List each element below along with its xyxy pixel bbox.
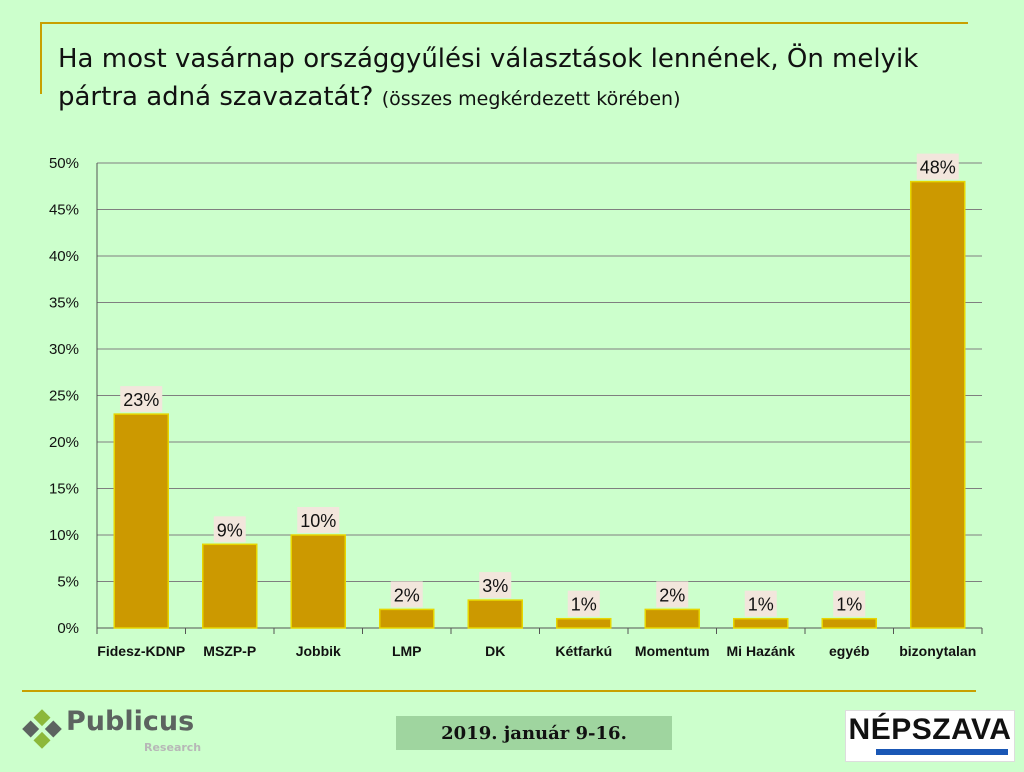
data-label-box	[479, 572, 512, 599]
publicus-logo: Publicus Research	[20, 704, 202, 756]
nepszava-logo: NÉPSZAVA	[845, 710, 1015, 762]
bar	[910, 180, 966, 629]
x-tick-label: LMP	[392, 643, 422, 659]
data-label: 1%	[571, 595, 597, 615]
bar	[113, 413, 169, 629]
y-tick-label: 10%	[49, 527, 79, 544]
left-rule	[40, 22, 42, 94]
y-tick-label: 35%	[49, 295, 79, 312]
data-label: 9%	[217, 520, 243, 540]
x-tick-label: Mi Hazánk	[727, 643, 796, 659]
top-rule	[40, 22, 968, 24]
survey-date: 2019. január 9-16.	[396, 716, 672, 750]
chart-title-sub: (összes megkérdezett körében)	[381, 88, 681, 110]
chart-title: Ha most vasárnap országgyűlési választás…	[58, 40, 958, 118]
bar	[379, 608, 435, 629]
data-label: 2%	[394, 585, 420, 605]
publicus-logo-name: Publicus	[66, 706, 195, 737]
bar	[202, 543, 258, 629]
y-tick-label: 40%	[49, 248, 79, 265]
x-tick-label: egyéb	[829, 643, 869, 659]
y-tick-label: 5%	[57, 574, 79, 591]
data-label: 10%	[300, 511, 336, 531]
publicus-diamond-icon	[22, 709, 62, 749]
data-label: 23%	[123, 390, 159, 410]
y-tick-label: 25%	[49, 388, 79, 405]
x-tick-label: Momentum	[635, 643, 710, 659]
bottom-rule	[22, 690, 976, 692]
bar	[290, 534, 346, 629]
y-tick-label: 30%	[49, 341, 79, 358]
nepszava-logo-name: NÉPSZAVA	[848, 713, 1012, 746]
data-label: 3%	[482, 576, 508, 596]
y-tick-label: 45%	[49, 202, 79, 219]
chart-title-main: Ha most vasárnap országgyűlési választás…	[58, 44, 919, 112]
bar	[821, 617, 877, 629]
y-tick-label: 20%	[49, 434, 79, 451]
data-label-box	[213, 516, 246, 543]
x-tick-label: Jobbik	[296, 643, 341, 659]
bar	[644, 608, 700, 629]
x-tick-label: Fidesz-KDNP	[97, 643, 185, 659]
bar	[467, 599, 523, 629]
bar	[556, 617, 612, 629]
y-tick-label: 0%	[57, 620, 79, 637]
data-label-box	[567, 590, 600, 617]
data-label-box	[744, 590, 777, 617]
x-tick-label: DK	[485, 643, 505, 659]
x-tick-label: MSZP-P	[203, 643, 256, 659]
data-label: 2%	[659, 585, 685, 605]
publicus-logo-tagline: Research	[144, 741, 202, 754]
bar-chart: 0% 5% 10% 15% 20% 25% 30% 35% 40% 45% 50% 23% Fidesz…	[49, 153, 983, 659]
y-tick-label: 50%	[49, 155, 79, 172]
y-tick-label: 15%	[49, 481, 79, 498]
x-tick-label: bizonytalan	[899, 643, 976, 659]
nepszava-logo-strip	[876, 749, 1008, 755]
bar	[733, 617, 789, 629]
data-label: 1%	[836, 595, 862, 615]
data-label: 1%	[748, 595, 774, 615]
x-tick-label: Kétfarkú	[555, 643, 612, 659]
data-label-box	[916, 153, 959, 180]
data-label-box	[390, 581, 423, 608]
data-label-box	[656, 581, 689, 608]
data-label-box	[297, 507, 340, 533]
data-label: 48%	[920, 158, 956, 178]
data-label-box	[833, 590, 866, 617]
data-label-box	[120, 386, 163, 413]
